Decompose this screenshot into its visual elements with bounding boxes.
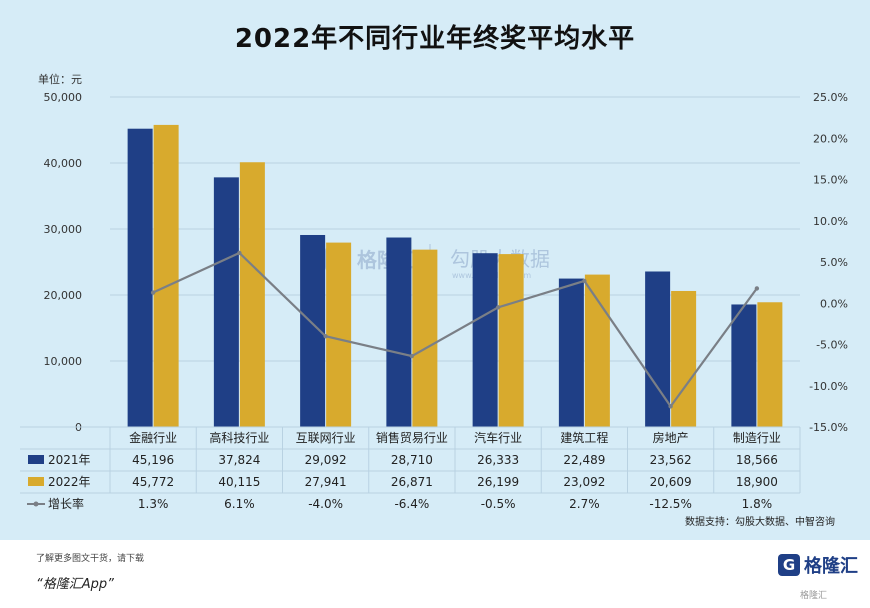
category-label: 建筑工程: [560, 430, 608, 445]
table-cell: 45,772: [132, 475, 174, 489]
table-cell: 26,333: [477, 453, 519, 467]
y-right-tick-label: 20.0%: [813, 132, 848, 145]
table-cell: 6.1%: [224, 497, 255, 511]
table-cell: 28,710: [391, 453, 433, 467]
legend-marker: [33, 501, 39, 507]
table-cell: 26,871: [391, 475, 433, 489]
footer-logo: G 格隆汇: [778, 552, 858, 578]
table-cell: 20,609: [650, 475, 692, 489]
table-cell: -6.4%: [394, 497, 429, 511]
bar-2022: [153, 124, 179, 428]
category-label: 金融行业: [129, 430, 177, 445]
bar-2021: [472, 253, 498, 427]
unit-label: 单位：元: [38, 72, 82, 86]
chart-panel: 2022年不同行业年终奖平均水平 G 格隆汇 勾股大数据 www.gogudat…: [0, 0, 870, 540]
footer-note: 了解更多图文干货，请下载: [36, 554, 145, 564]
growth-point: [150, 290, 156, 295]
category-label: 高科技行业: [209, 430, 269, 445]
footer-app-name: “格隆汇App”: [36, 577, 114, 592]
bar-2021: [731, 304, 757, 427]
y-left-tick-label: 40,000: [44, 157, 83, 170]
table-cell: 1.3%: [138, 497, 169, 511]
y-right-tick-label: -5.0%: [816, 339, 848, 352]
category-label: 制造行业: [733, 431, 781, 445]
bar-2021: [213, 177, 239, 427]
growth-point: [495, 305, 501, 310]
y-axis-right: -15.0% -10.0% -5.0% 0.0% 5.0% 10.0% 15.0% 20.0%…: [809, 91, 848, 434]
growth-line: [150, 250, 760, 409]
table-cell: 1.8%: [742, 497, 773, 511]
growth-point: [754, 286, 760, 291]
bar-2022: [584, 274, 610, 427]
table-cell: 37,824: [218, 453, 260, 467]
bar-2022: [412, 249, 438, 427]
bar-2022: [239, 162, 265, 427]
footer-badge: 格隆汇: [800, 591, 828, 601]
growth-line-path: [152, 251, 758, 409]
table-cell: 26,199: [477, 475, 519, 489]
growth-point: [323, 334, 328, 339]
bar-2022: [326, 242, 352, 427]
y-right-tick-label: 25.0%: [813, 91, 848, 104]
table-cell: 45,196: [132, 453, 174, 467]
chart-svg: G 格隆汇 勾股大数据 www.gogudata.com 010,00020,0…: [20, 72, 848, 528]
table-cell: 18,566: [736, 453, 778, 467]
legend-label: 2021年: [48, 453, 91, 467]
y-left-tick-label: 10,000: [44, 355, 83, 368]
source-note: 数据支持：勾股大数据、中智咨询: [685, 515, 835, 528]
bar-2021: [558, 278, 584, 427]
y-right-tick-label: 0.0%: [820, 297, 848, 310]
y-right-tick-label: -15.0%: [809, 421, 848, 434]
bar-2022: [498, 254, 524, 427]
table-cell: 23,562: [650, 453, 692, 467]
growth-point: [582, 278, 587, 284]
table-cell: 27,941: [305, 475, 347, 489]
logo-icon: G: [778, 554, 800, 576]
table-cell: 29,092: [305, 453, 347, 467]
table-cell: -0.5%: [481, 497, 516, 511]
bars: [127, 124, 783, 428]
legend-label: 2022年: [48, 475, 91, 489]
y-left-tick-label: 20,000: [44, 289, 83, 302]
category-label: 互联网行业: [296, 431, 356, 445]
table-cell: -4.0%: [308, 497, 343, 511]
category-label: 房地产: [653, 430, 689, 445]
bar-2022: [757, 302, 783, 427]
y-left-tick-label: 30,000: [44, 223, 83, 236]
y-right-tick-label: 10.0%: [813, 215, 848, 228]
bar-2021: [127, 128, 153, 427]
table-cell: 22,489: [563, 453, 605, 467]
y-right-tick-label: 5.0%: [820, 256, 848, 269]
category-label: 销售贸易行业: [376, 430, 448, 445]
table-cell: 40,115: [218, 475, 260, 489]
table-cell: 23,092: [563, 475, 605, 489]
y-left-tick-label: 50,000: [44, 91, 83, 104]
legend-label: 增长率: [48, 496, 84, 511]
logo-text: 格隆汇: [804, 556, 858, 577]
bar-2021: [645, 271, 671, 427]
growth-point: [668, 404, 673, 409]
legend-swatch: [28, 477, 44, 486]
bar-2022: [671, 290, 697, 427]
table-cell: 2.7%: [569, 497, 600, 511]
y-right-tick-label: 15.0%: [813, 174, 848, 187]
growth-point: [409, 353, 415, 359]
chart-title: 2022年不同行业年终奖平均水平: [234, 24, 636, 54]
growth-point: [237, 250, 242, 256]
table-cell: 18,900: [736, 475, 778, 489]
y-right-tick-label: -10.0%: [809, 380, 848, 393]
legend-swatch: [28, 455, 44, 464]
bar-2021: [386, 237, 412, 427]
category-label: 汽车行业: [474, 430, 522, 445]
data-table: 金融行业 高科技行业 互联网行业 销售贸易行业 汽车行业 建筑工程 房地产 制造行业 2021年…: [20, 426, 801, 511]
table-cell: -12.5%: [649, 497, 691, 511]
